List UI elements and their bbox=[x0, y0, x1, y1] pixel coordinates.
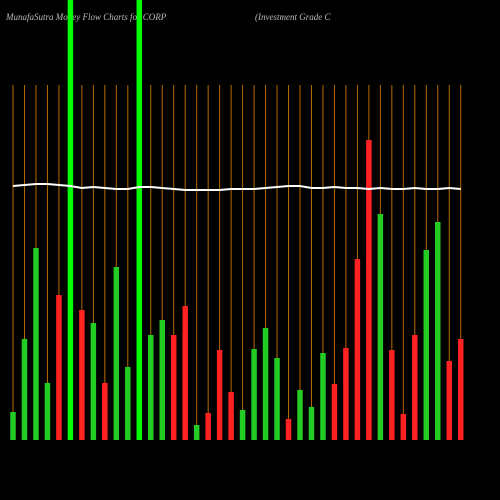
bar bbox=[274, 358, 280, 440]
chart-subtitle: (Investment Grade C bbox=[255, 12, 331, 22]
bar bbox=[457, 339, 464, 440]
bar bbox=[205, 413, 211, 440]
bar bbox=[423, 250, 430, 440]
bar bbox=[170, 335, 177, 440]
bar bbox=[354, 259, 361, 440]
bar bbox=[412, 335, 418, 440]
chart-title: MunafaSutra Money Flow Charts for CORP bbox=[5, 12, 167, 22]
bar bbox=[251, 349, 257, 440]
bar bbox=[125, 367, 131, 440]
bar bbox=[297, 390, 303, 440]
bar bbox=[102, 383, 108, 440]
bar bbox=[239, 410, 246, 440]
bar bbox=[366, 140, 372, 440]
bar bbox=[228, 392, 234, 440]
bar bbox=[320, 353, 326, 440]
bar bbox=[343, 348, 349, 440]
bar bbox=[44, 383, 51, 440]
bar bbox=[33, 248, 39, 440]
bar bbox=[56, 295, 62, 440]
bar bbox=[90, 323, 97, 440]
bar bbox=[10, 412, 16, 440]
bar bbox=[159, 320, 165, 440]
bar bbox=[79, 310, 85, 440]
bar bbox=[216, 350, 223, 440]
bar bbox=[148, 335, 154, 440]
bar bbox=[285, 419, 292, 440]
bar bbox=[67, 0, 74, 440]
bar bbox=[262, 328, 269, 440]
bar bbox=[113, 267, 120, 440]
bar bbox=[193, 425, 200, 440]
bar bbox=[136, 0, 143, 440]
bar bbox=[400, 414, 407, 440]
bar bbox=[435, 222, 441, 440]
bar bbox=[377, 214, 384, 440]
bar bbox=[389, 350, 395, 440]
money-flow-line bbox=[12, 183, 461, 191]
bar bbox=[308, 407, 315, 440]
bar bbox=[446, 361, 452, 440]
bar bbox=[331, 384, 338, 440]
bar bbox=[21, 339, 28, 440]
bar bbox=[182, 306, 188, 440]
